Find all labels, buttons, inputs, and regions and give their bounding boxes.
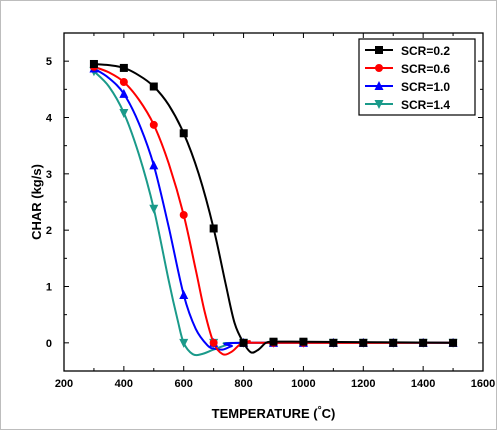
series-line-scr-0-6 <box>93 65 454 356</box>
series-line-scr-0-2 <box>93 63 454 354</box>
data-point-scr-1-4 <box>179 338 189 348</box>
x-tick-label: 1400 <box>411 378 435 390</box>
data-point-scr-0-2 <box>89 59 98 68</box>
data-point-scr-1-4 <box>119 108 129 118</box>
data-point-scr-0-6 <box>179 210 188 219</box>
data-point-scr-0-6 <box>119 78 128 87</box>
legend: SCR=0.2 SCR=0.6 SCR=1.0 SCR=1.4 <box>358 38 476 116</box>
x-tick-label: 600 <box>175 378 193 390</box>
data-point-scr-0-2 <box>359 338 368 347</box>
data-point-scr-0-2 <box>329 338 338 347</box>
data-point-scr-0-2 <box>449 338 458 347</box>
data-point-scr-1-0 <box>179 289 189 299</box>
x-tick-label: 200 <box>55 378 73 390</box>
legend-marker-scr-0-2 <box>375 46 383 54</box>
data-point-scr-0-6 <box>209 338 218 347</box>
axes: 200 400 600 800 1000 1200 1400 1600 0 1 2 3 4 5 <box>46 32 495 390</box>
data-point-scr-0-2 <box>239 338 248 347</box>
y-axis-title: CHAR (kg/s) <box>29 164 44 240</box>
data-point-scr-1-4 <box>149 204 159 214</box>
x-tick-label: 1000 <box>291 378 315 390</box>
legend-label-scr-0-2: SCR=0.2 <box>401 44 450 58</box>
x-tick-label: 800 <box>234 378 252 390</box>
data-point-scr-0-2 <box>119 63 128 72</box>
legend-label-scr-1-4: SCR=1.4 <box>401 98 450 112</box>
legend-marker-scr-1-0 <box>374 81 384 90</box>
data-point-scr-0-2 <box>419 338 428 347</box>
y-tick-label: 3 <box>46 169 52 181</box>
y-tick-label: 5 <box>46 56 52 68</box>
markers <box>89 59 458 348</box>
y-tick-label: 1 <box>46 282 52 294</box>
x-tick-label: 400 <box>115 378 133 390</box>
legend-label-scr-0-6: SCR=0.6 <box>401 62 450 76</box>
data-point-scr-0-2 <box>299 337 308 346</box>
y-tick-label: 2 <box>46 225 52 237</box>
x-tick-label: 1600 <box>471 378 495 390</box>
legend-marker-scr-0-6 <box>375 64 383 72</box>
legend-label-scr-1-0: SCR=1.0 <box>401 80 450 94</box>
legend-marker-scr-1-4 <box>374 100 384 109</box>
x-tick-label: 1200 <box>351 378 375 390</box>
data-point-scr-0-2 <box>209 224 218 233</box>
x-axis-title: TEMPERATURE (°C) <box>212 405 336 421</box>
data-point-scr-1-0 <box>119 88 129 98</box>
data-point-scr-0-2 <box>269 337 278 346</box>
series-line-scr-1-0 <box>93 67 454 351</box>
y-tick-label: 4 <box>46 113 53 125</box>
data-point-scr-1-0 <box>149 160 159 170</box>
data-point-scr-0-6 <box>149 120 158 129</box>
y-tick-label: 0 <box>46 338 52 350</box>
data-point-scr-0-2 <box>389 338 398 347</box>
data-point-scr-0-2 <box>149 82 158 91</box>
data-point-scr-0-2 <box>179 129 188 138</box>
